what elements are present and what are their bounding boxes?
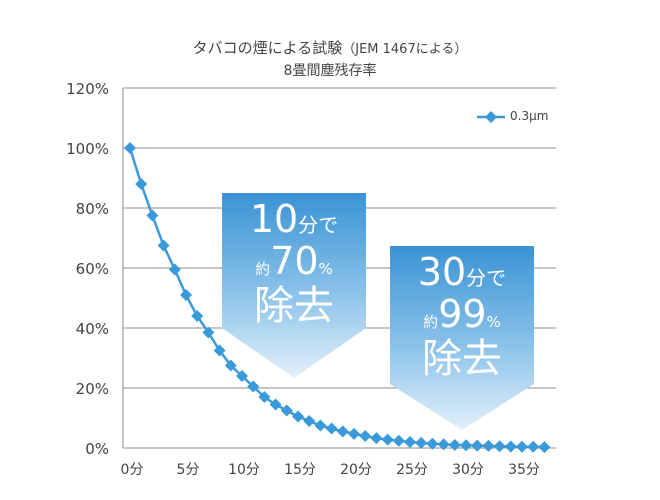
callout-arrow <box>222 193 366 378</box>
data-point <box>168 263 181 276</box>
callout-30min-prefix: 約 <box>423 313 439 331</box>
x-tick-label: 10分 <box>228 462 260 478</box>
data-point <box>258 391 271 403</box>
chart-subtitle: 8畳間塵残存率 <box>283 63 377 79</box>
data-point <box>493 440 506 453</box>
x-tick-label: 0分 <box>121 462 144 478</box>
legend-label: 0.3μm <box>510 109 549 123</box>
x-tick-label: 25分 <box>396 462 428 478</box>
chart-title: タバコの煙による試験（JEM 1467による） <box>0 37 660 58</box>
y-tick-label: 60% <box>76 260 109 278</box>
callout-30min-number: 30 <box>417 250 467 294</box>
x-tick-label: 15分 <box>284 462 316 478</box>
callout-10min-percent-unit: % <box>318 260 333 278</box>
data-point <box>359 430 372 442</box>
y-tick-label: 40% <box>76 320 109 338</box>
data-point <box>336 425 349 438</box>
data-point <box>370 432 383 445</box>
callout-30min-percent-unit: % <box>486 313 501 331</box>
data-point <box>157 239 170 252</box>
chart-title-main: タバコの煙による試験 <box>192 39 343 57</box>
data-point <box>191 310 204 322</box>
data-point <box>292 410 304 423</box>
data-point <box>415 436 428 449</box>
x-tick-label: 5分 <box>177 462 200 478</box>
data-point <box>504 440 517 453</box>
data-point <box>437 438 450 451</box>
callout-30min-percent: 99 <box>438 292 487 336</box>
callout-10min-percent: 70 <box>270 239 319 283</box>
y-tick-label: 0% <box>85 440 109 458</box>
data-point <box>135 178 148 190</box>
data-point <box>482 439 495 452</box>
data-point <box>124 142 136 154</box>
data-point <box>303 415 316 427</box>
data-point <box>392 434 405 447</box>
y-tick-label: 20% <box>76 380 109 398</box>
x-axis-ticks: 0分 5分 10分 15分 20分 25分 30分 35分 <box>121 462 540 478</box>
data-point <box>213 344 226 357</box>
y-tick-label: 100% <box>66 140 109 158</box>
data-point <box>516 440 528 453</box>
data-point <box>180 289 192 301</box>
series-0.3um <box>124 142 551 454</box>
data-point <box>471 439 484 452</box>
callout-10min: 10分で 約70% 除去 <box>222 200 366 326</box>
y-tick-label: 80% <box>76 200 109 218</box>
data-point <box>202 326 215 339</box>
data-point <box>325 422 338 435</box>
data-point <box>460 439 472 452</box>
x-tick-label: 35分 <box>508 462 540 478</box>
data-point <box>146 209 159 222</box>
data-point <box>314 419 327 432</box>
data-point <box>448 439 461 451</box>
data-point <box>236 370 248 382</box>
data-point <box>538 441 551 454</box>
x-tick-label: 20分 <box>340 462 372 478</box>
callout-30min: 30分で 約99% 除去 <box>390 253 534 379</box>
y-tick-label: 120% <box>66 80 109 98</box>
callout-10min-unit: 分で <box>298 213 339 237</box>
callout-30min-unit: 分で <box>466 266 507 290</box>
data-point <box>381 433 394 446</box>
callout-10min-label: 除去 <box>254 283 334 329</box>
data-point <box>348 427 360 440</box>
callout-10min-prefix: 約 <box>255 260 271 278</box>
legend-marker <box>477 111 505 123</box>
data-point <box>527 440 540 453</box>
data-point <box>426 437 439 450</box>
callout-arrow <box>390 246 534 430</box>
callout-10min-number: 10 <box>249 197 299 241</box>
data-point <box>224 359 237 372</box>
data-point <box>280 404 293 417</box>
data-point <box>269 398 282 411</box>
callout-30min-label: 除去 <box>422 336 502 382</box>
data-point <box>247 380 260 393</box>
legend-diamond <box>485 111 497 123</box>
callout-arrows <box>222 193 534 430</box>
y-axis-ticks: 0% 20% 40% 60% 80% 100% 120% <box>66 80 109 458</box>
chart-title-note: （JEM 1467による） <box>342 42 468 57</box>
x-tick-label: 30分 <box>452 462 484 478</box>
data-point <box>404 436 416 448</box>
